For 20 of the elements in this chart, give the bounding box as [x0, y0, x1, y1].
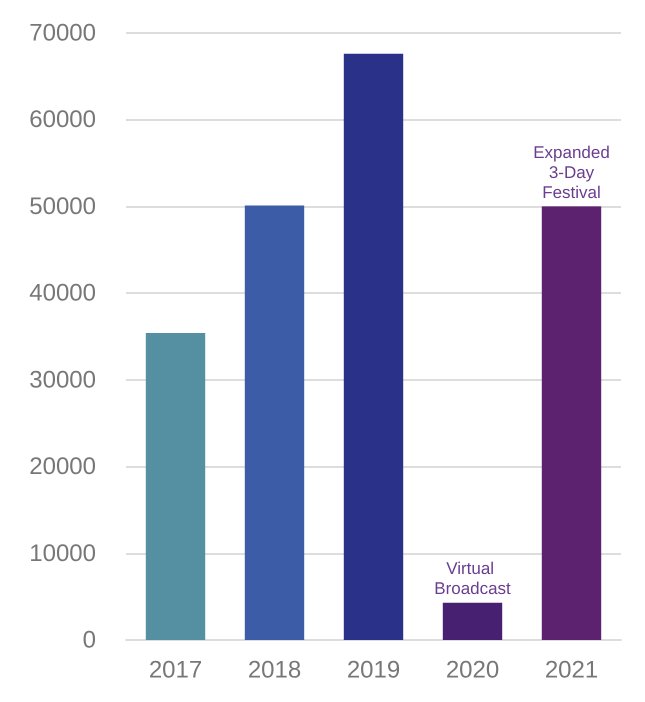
x-tick-label: 2019: [346, 656, 400, 684]
annotation: Expanded 3-Day Festival: [533, 142, 610, 202]
bar: [442, 602, 502, 640]
x-tick-label: 2017: [148, 656, 202, 684]
y-tick-label: 70000: [29, 20, 96, 46]
y-tick-label: 0: [82, 626, 96, 654]
y-tick-label: 30000: [29, 366, 96, 394]
annotation: Virtual Broadcast: [434, 559, 512, 598]
bar: [244, 206, 304, 640]
y-tick-label: 50000: [29, 192, 96, 220]
x-tick-label: 2018: [248, 656, 302, 684]
x-tick-label: 2020: [446, 656, 500, 684]
x-tick-label: 2021: [544, 656, 598, 684]
y-tick-label: 20000: [29, 453, 96, 480]
y-tick-label: 40000: [29, 280, 96, 307]
bar: [542, 206, 602, 640]
y-tick-label: 60000: [29, 106, 96, 134]
bar: [344, 54, 404, 640]
y-tick-label: 10000: [29, 540, 96, 567]
bar: [146, 333, 206, 640]
